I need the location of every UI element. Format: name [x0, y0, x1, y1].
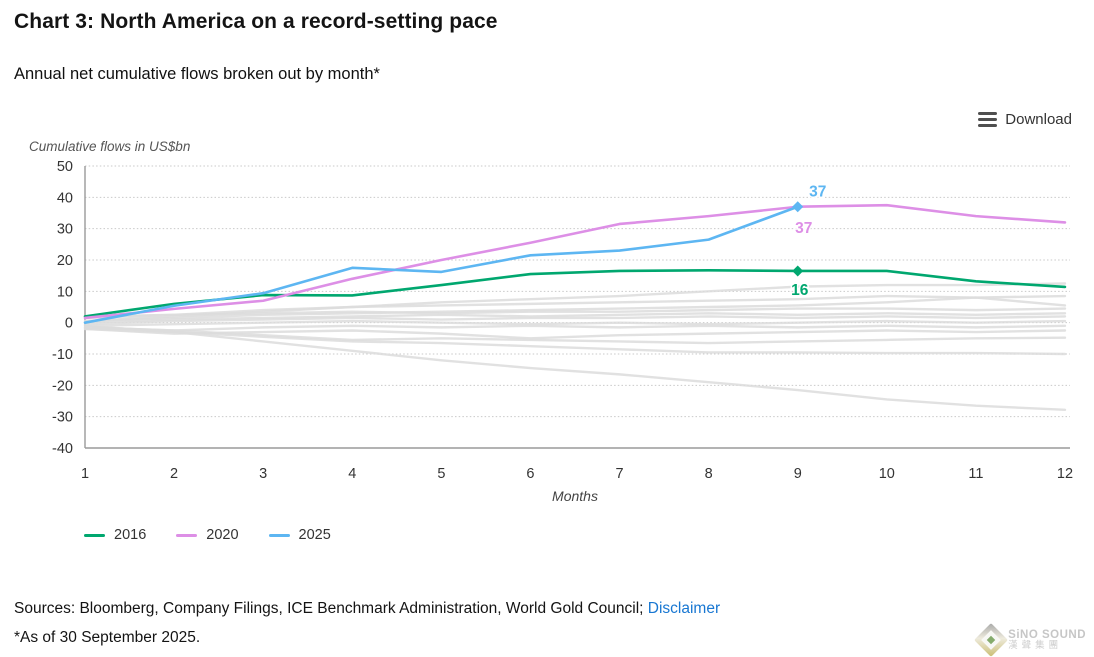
value-label: 16 — [791, 282, 809, 299]
disclaimer-link[interactable]: Disclaimer — [647, 600, 721, 617]
y-tick-label: -10 — [52, 347, 73, 363]
background-line — [83, 324, 1067, 411]
legend-label-2016: 2016 — [114, 527, 147, 543]
y-tick-label: -20 — [52, 378, 73, 394]
background-line — [83, 326, 1067, 345]
sources-text: Sources: Bloomberg, Company Filings, ICE… — [14, 600, 648, 617]
series-line-2025[interactable] — [83, 205, 800, 324]
background-line — [83, 327, 1067, 340]
marker-diamond-2025 — [792, 201, 804, 213]
background-line — [83, 315, 1067, 326]
y-tick-label: 40 — [57, 190, 73, 206]
y-tick-label: 30 — [57, 222, 73, 238]
y-tick-label: 0 — [65, 316, 73, 332]
y-tick-label: 10 — [57, 284, 73, 300]
legend-label-2025: 2025 — [298, 527, 331, 543]
legend-item-2016[interactable]: 2016 — [84, 527, 146, 543]
y-tick-label: -40 — [52, 441, 73, 457]
hamburger-menu-icon — [978, 112, 998, 127]
x-tick-label: 10 — [879, 466, 895, 482]
value-label: 37 — [795, 220, 812, 237]
y-tick-label: 50 — [57, 159, 73, 175]
legend-swatch-2025 — [268, 533, 290, 537]
series-line-2020[interactable] — [83, 203, 1067, 320]
y-tick-label: 20 — [57, 253, 73, 269]
legend-item-2020[interactable]: 2020 — [176, 527, 239, 543]
x-tick-label: 1 — [81, 466, 89, 482]
background-line — [83, 296, 1067, 323]
x-tick-label: 6 — [526, 466, 534, 482]
background-line — [83, 312, 1067, 324]
x-tick-label: 8 — [705, 466, 713, 482]
x-tick-label: 3 — [259, 466, 267, 482]
diamond-logo-icon — [974, 623, 1009, 657]
watermark-chinese: 漢聲集團 — [1008, 640, 1063, 652]
marker-diamond-2016 — [792, 265, 804, 277]
x-axis-title: Months — [552, 488, 598, 504]
value-label: 37 — [809, 184, 826, 201]
legend-item-2025[interactable]: 2025 — [268, 527, 331, 543]
y-tick-label: -30 — [52, 410, 73, 426]
x-tick-label: 2 — [170, 466, 178, 482]
page-title: Chart 3: North America on a record-setti… — [14, 10, 498, 33]
sino-sound-watermark: SiNO SOUND 漢聲集團 — [974, 623, 1086, 657]
chart-legend: 2016 2020 2025 — [84, 527, 331, 543]
background-line — [83, 324, 1067, 332]
background-line — [83, 319, 1067, 328]
x-tick-label: 12 — [1057, 466, 1073, 482]
x-tick-label: 4 — [348, 466, 356, 482]
background-line — [83, 327, 1067, 356]
x-tick-label: 5 — [437, 466, 445, 482]
download-button[interactable]: Download — [978, 111, 1072, 128]
legend-swatch-2020 — [176, 533, 198, 537]
x-tick-label: 9 — [794, 466, 802, 482]
x-tick-label: 7 — [616, 466, 624, 482]
legend-label-2020: 2020 — [206, 527, 239, 543]
page-subtitle: Annual net cumulative flows broken out b… — [14, 65, 380, 83]
footnote: *As of 30 September 2025. — [14, 629, 201, 646]
x-tick-label: 11 — [968, 466, 983, 482]
legend-swatch-2016 — [84, 533, 105, 537]
y-axis-title: Cumulative flows in US$bn — [29, 139, 191, 154]
background-line — [83, 307, 1067, 318]
sources-line: Sources: Bloomberg, Company Filings, ICE… — [14, 600, 720, 618]
download-label: Download — [1005, 111, 1072, 128]
background-line — [83, 294, 1067, 320]
watermark-name: SiNO SOUND — [1008, 628, 1086, 641]
